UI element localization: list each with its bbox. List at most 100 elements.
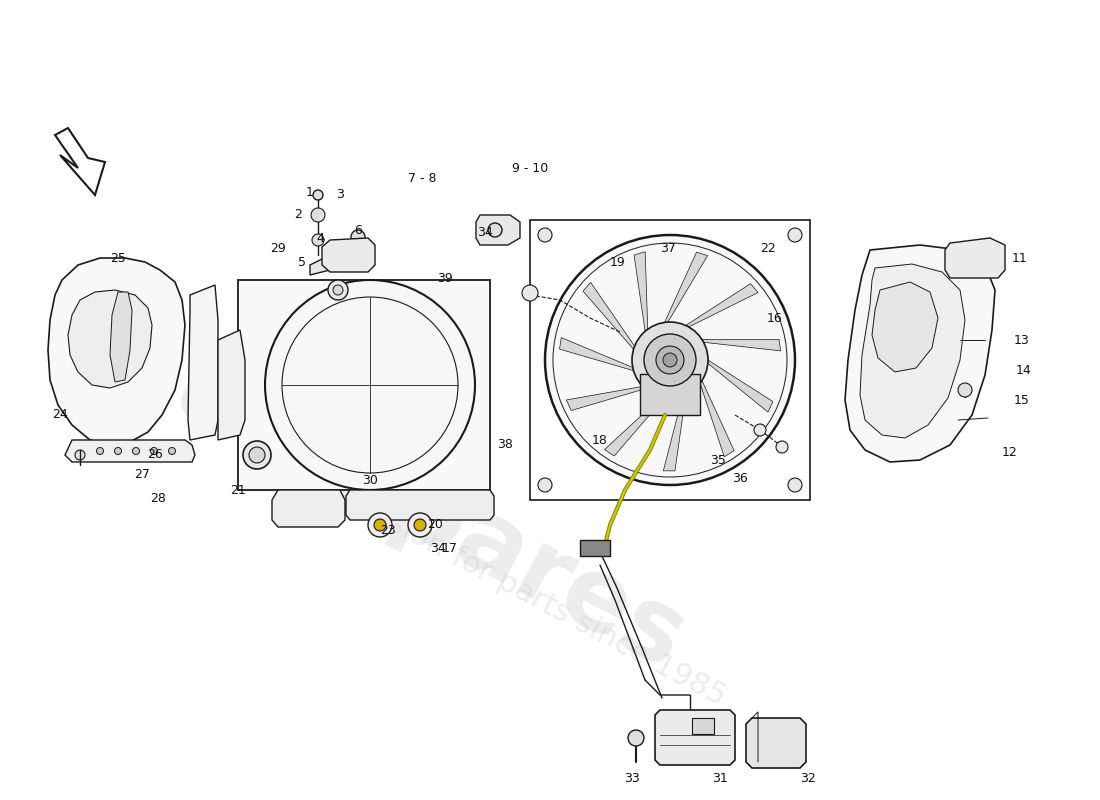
Circle shape <box>408 513 432 537</box>
Polygon shape <box>640 374 700 415</box>
Text: 17: 17 <box>442 542 458 554</box>
Text: 24: 24 <box>52 409 68 422</box>
Polygon shape <box>654 710 735 765</box>
Circle shape <box>243 441 271 469</box>
Circle shape <box>788 228 802 242</box>
Circle shape <box>628 730 643 746</box>
Polygon shape <box>580 540 611 556</box>
Text: 4: 4 <box>316 231 323 245</box>
Text: 36: 36 <box>733 471 748 485</box>
Text: a passion for parts since 1985: a passion for parts since 1985 <box>309 469 730 711</box>
Circle shape <box>351 230 365 244</box>
Circle shape <box>311 208 324 222</box>
Polygon shape <box>605 397 664 456</box>
Polygon shape <box>218 330 245 440</box>
Circle shape <box>97 447 103 454</box>
Circle shape <box>328 280 348 300</box>
Circle shape <box>333 285 343 295</box>
Text: 18: 18 <box>592 434 608 446</box>
Text: 22: 22 <box>760 242 775 254</box>
Text: 11: 11 <box>1012 251 1027 265</box>
Text: 20: 20 <box>427 518 443 531</box>
Text: 31: 31 <box>712 771 728 785</box>
Circle shape <box>265 280 475 490</box>
Circle shape <box>788 478 802 492</box>
Polygon shape <box>110 292 132 382</box>
Text: 13: 13 <box>1014 334 1030 346</box>
Circle shape <box>374 519 386 531</box>
Circle shape <box>368 513 392 537</box>
Polygon shape <box>746 718 806 768</box>
Text: 19: 19 <box>610 255 626 269</box>
Circle shape <box>754 424 766 436</box>
Text: 39: 39 <box>437 271 453 285</box>
Polygon shape <box>566 386 645 410</box>
Polygon shape <box>310 246 370 275</box>
Text: 12: 12 <box>1002 446 1018 458</box>
Circle shape <box>114 447 121 454</box>
Text: 14: 14 <box>1016 363 1032 377</box>
Polygon shape <box>68 290 152 388</box>
Circle shape <box>632 322 708 398</box>
Polygon shape <box>945 238 1005 278</box>
Polygon shape <box>238 280 490 490</box>
Polygon shape <box>48 258 185 445</box>
Circle shape <box>958 383 972 397</box>
Circle shape <box>168 447 176 454</box>
Circle shape <box>488 223 502 237</box>
Circle shape <box>249 447 265 463</box>
Polygon shape <box>702 339 781 351</box>
Circle shape <box>776 441 788 453</box>
Polygon shape <box>583 282 635 350</box>
Text: 30: 30 <box>362 474 378 486</box>
Polygon shape <box>685 284 758 327</box>
Polygon shape <box>55 128 104 195</box>
Circle shape <box>414 519 426 531</box>
Text: eurospares: eurospares <box>98 309 702 691</box>
Circle shape <box>663 353 676 367</box>
Text: 1: 1 <box>306 186 313 198</box>
Circle shape <box>656 346 684 374</box>
Bar <box>692 718 714 734</box>
Text: 15: 15 <box>1014 394 1030 406</box>
Polygon shape <box>476 215 520 245</box>
Text: 38: 38 <box>497 438 513 451</box>
Polygon shape <box>65 440 195 462</box>
Polygon shape <box>700 381 734 457</box>
Text: 29: 29 <box>271 242 286 254</box>
Text: 7 - 8: 7 - 8 <box>408 171 437 185</box>
Circle shape <box>312 234 324 246</box>
Text: 27: 27 <box>134 469 150 482</box>
Polygon shape <box>860 264 965 438</box>
Polygon shape <box>872 282 938 372</box>
Text: 21: 21 <box>230 483 246 497</box>
Circle shape <box>151 447 157 454</box>
Text: 35: 35 <box>711 454 726 466</box>
Text: 16: 16 <box>767 311 783 325</box>
Text: 6: 6 <box>354 223 362 237</box>
Text: 23: 23 <box>381 523 396 537</box>
Circle shape <box>538 228 552 242</box>
Text: 37: 37 <box>660 242 675 254</box>
Text: 2: 2 <box>294 209 301 222</box>
Circle shape <box>522 285 538 301</box>
Polygon shape <box>188 285 218 440</box>
Polygon shape <box>708 360 773 412</box>
Text: 26: 26 <box>147 449 163 462</box>
Polygon shape <box>322 238 375 272</box>
Text: 25: 25 <box>110 251 125 265</box>
Text: 5: 5 <box>298 255 306 269</box>
Text: 3: 3 <box>337 189 344 202</box>
Polygon shape <box>845 245 996 462</box>
Circle shape <box>644 334 696 386</box>
Polygon shape <box>346 490 494 520</box>
Text: 34: 34 <box>430 542 446 554</box>
Circle shape <box>75 450 85 460</box>
Polygon shape <box>272 490 345 527</box>
Text: 32: 32 <box>800 771 816 785</box>
Circle shape <box>538 478 552 492</box>
Polygon shape <box>663 394 685 471</box>
Text: 34: 34 <box>477 226 493 238</box>
Text: 33: 33 <box>624 771 640 785</box>
Text: 28: 28 <box>150 491 166 505</box>
